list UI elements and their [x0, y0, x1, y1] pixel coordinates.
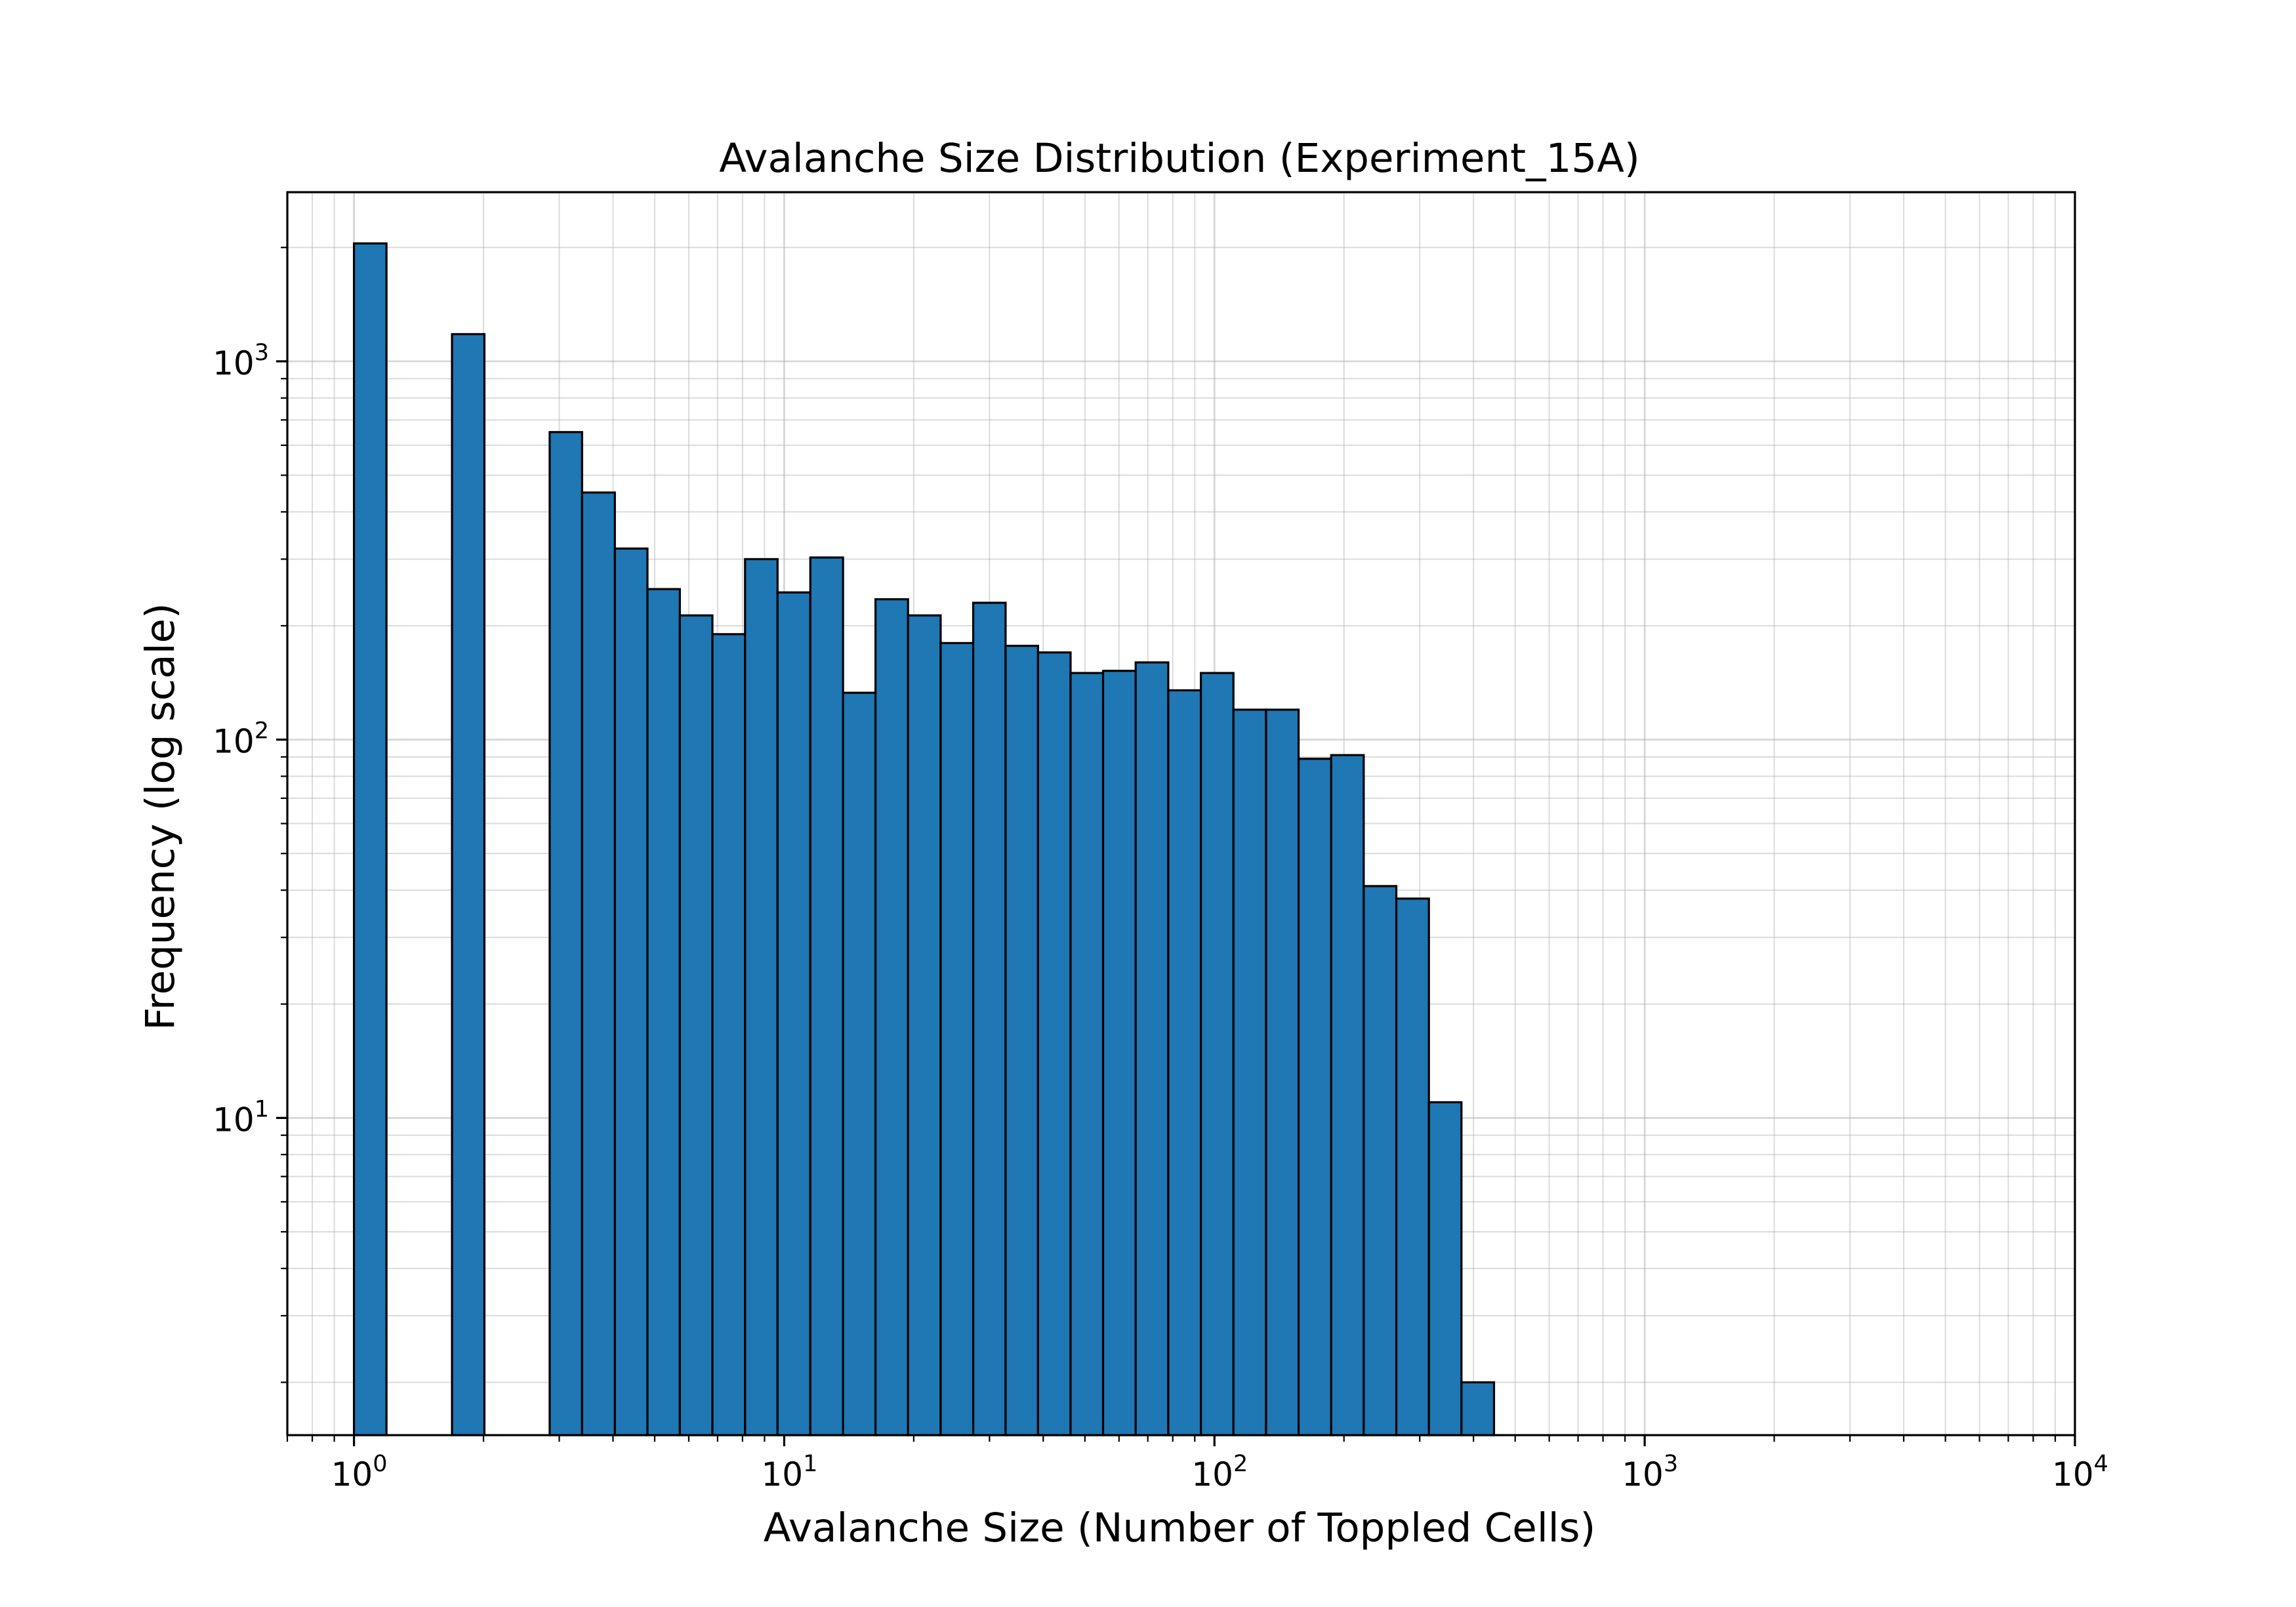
histogram-bar — [1265, 708, 1300, 1436]
histogram-bar — [1330, 754, 1365, 1436]
histogram-bar — [907, 614, 942, 1436]
histogram-bar — [1395, 897, 1430, 1436]
histogram-bar — [776, 591, 811, 1436]
histogram-bar — [711, 633, 747, 1436]
y-axis-label: Frequency (log scale) — [137, 603, 184, 1030]
axis-ticks — [276, 247, 2076, 1446]
histogram-bar — [1427, 1101, 1463, 1436]
histogram-bar — [581, 491, 616, 1436]
histogram-bar — [1069, 672, 1105, 1436]
x-tick-label: 103 — [1622, 1451, 1678, 1494]
histogram-bar — [613, 547, 649, 1436]
plot-frame — [286, 191, 2076, 1436]
histogram-bar — [1200, 672, 1235, 1436]
histogram-bar — [1232, 708, 1267, 1436]
histogram-bar — [1363, 885, 1398, 1436]
y-tick-label: 102 — [213, 718, 269, 761]
histogram-bar — [1460, 1381, 1496, 1436]
histogram-bar — [1004, 645, 1039, 1436]
histogram-bar — [744, 558, 779, 1436]
x-tick-label: 101 — [761, 1451, 817, 1494]
histogram-bar — [972, 601, 1007, 1436]
histogram-bars — [352, 242, 1496, 1436]
histogram-bar — [548, 431, 583, 1436]
histogram-bar — [1101, 670, 1137, 1436]
histogram-bar — [842, 691, 877, 1436]
tick-labels: 100 101 102 103 104 101 102 103 — [213, 340, 2108, 1494]
histogram-bar — [1297, 758, 1332, 1436]
y-tick-label: 101 — [213, 1096, 269, 1139]
histogram-bar — [646, 588, 681, 1436]
histogram-bar — [809, 556, 844, 1436]
histogram-bar — [1167, 689, 1202, 1436]
x-axis-label: Avalanche Size (Number of Toppled Cells) — [764, 1505, 1596, 1551]
histogram-bar — [874, 598, 909, 1436]
histogram-bar — [1036, 651, 1072, 1436]
histogram-bar — [939, 641, 975, 1436]
x-tick-label: 104 — [2052, 1451, 2108, 1494]
x-tick-label: 102 — [1191, 1451, 1248, 1494]
histogram-bar — [352, 242, 388, 1436]
chart-title: Avalanche Size Distribution (Experiment_… — [719, 135, 1640, 182]
histogram-bar — [678, 614, 714, 1436]
x-tick-label: 100 — [331, 1451, 388, 1494]
histogram-bar — [451, 333, 486, 1436]
y-tick-label: 103 — [213, 340, 269, 382]
histogram-bar — [1134, 661, 1170, 1436]
